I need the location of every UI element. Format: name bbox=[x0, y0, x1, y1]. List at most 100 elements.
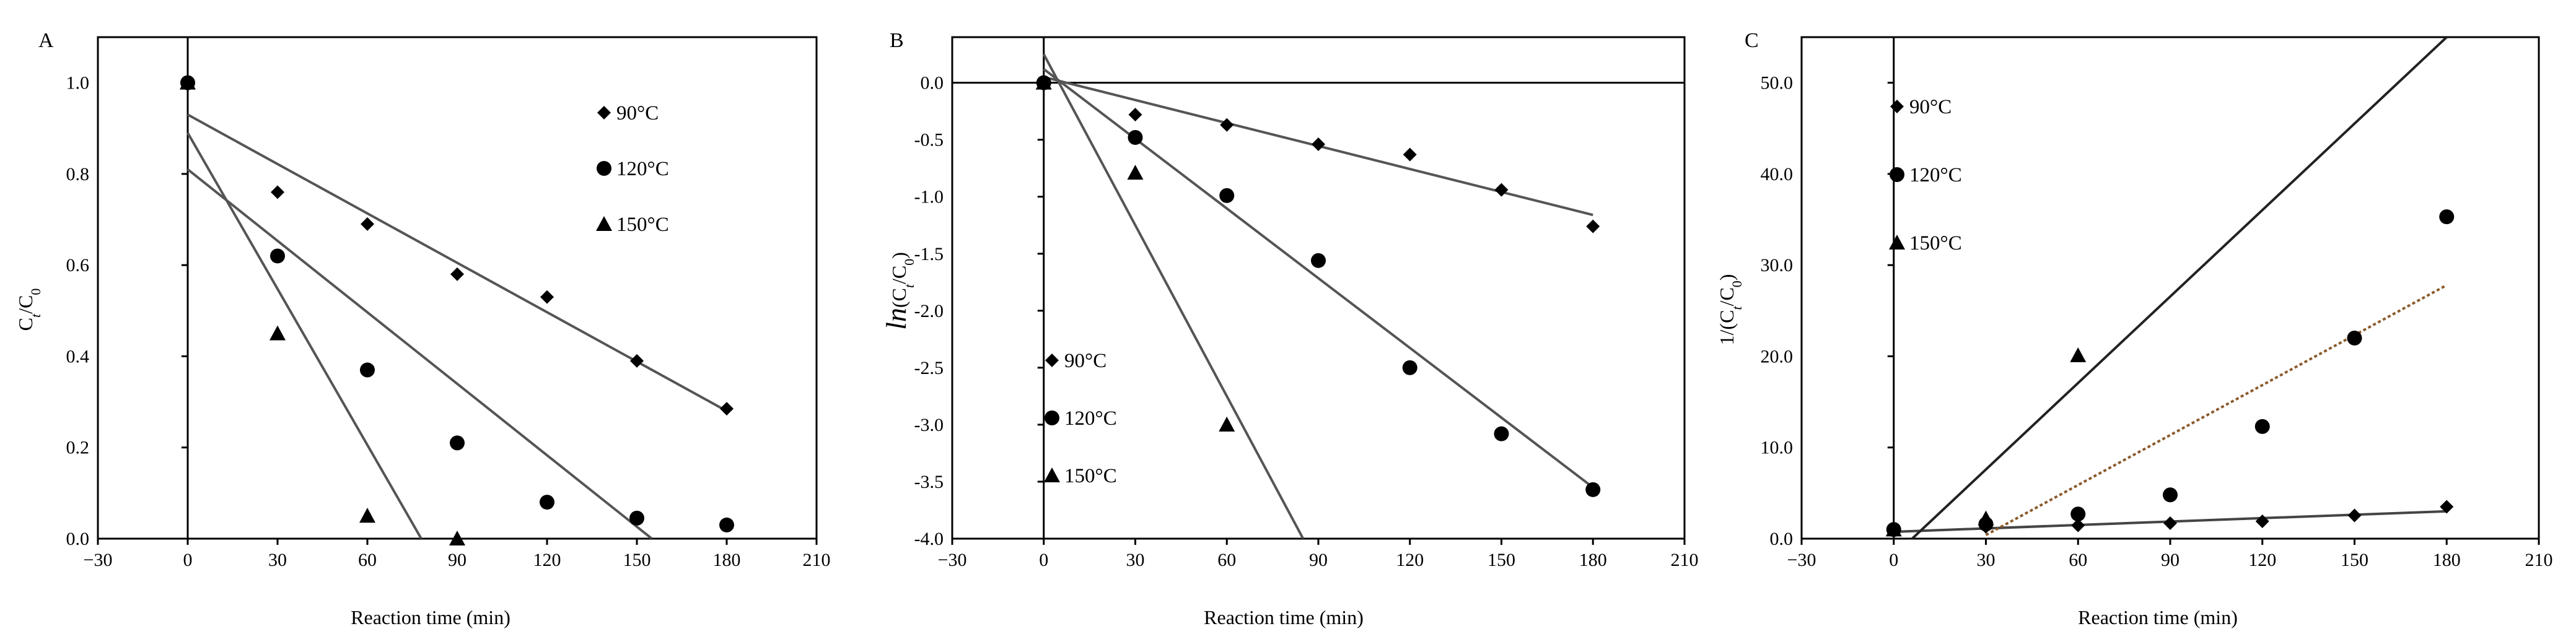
data-point bbox=[2070, 506, 2086, 522]
x-tick-label: 210 bbox=[2525, 550, 2553, 570]
fit-line bbox=[1043, 67, 1594, 489]
plot-frame bbox=[951, 36, 1686, 540]
y-tick-label: 20.0 bbox=[1761, 346, 1794, 367]
y-title-sub2: 0 bbox=[28, 289, 43, 295]
fit-lines bbox=[1893, 37, 2448, 539]
data-point bbox=[629, 510, 644, 526]
y-tick-label: 0.4 bbox=[66, 346, 90, 367]
panel-a: A Ct/C0 Reaction time (min) 90°C 120°C 1… bbox=[14, 29, 831, 628]
data-point bbox=[2163, 516, 2177, 530]
diamond-marker-icon bbox=[597, 106, 611, 119]
x-tick-label: −30 bbox=[84, 550, 113, 570]
data-point bbox=[1885, 521, 1902, 537]
y-tick-label: 0.8 bbox=[66, 164, 90, 185]
y-title-open: (C bbox=[888, 288, 910, 308]
data-point bbox=[1494, 183, 1509, 197]
data-point bbox=[720, 402, 734, 416]
data-point bbox=[1127, 165, 1144, 180]
data-point bbox=[2254, 419, 2270, 434]
y-tick-label: -3.5 bbox=[914, 472, 944, 492]
data-point bbox=[360, 362, 375, 378]
y-tick-label: -2.0 bbox=[914, 301, 944, 321]
circle-marker-icon bbox=[1045, 410, 1059, 425]
series-circle bbox=[180, 75, 734, 532]
x-tick-label: 210 bbox=[1671, 550, 1699, 570]
legend-label: 120°C bbox=[1909, 164, 1962, 186]
diamond-marker-icon bbox=[1890, 100, 1904, 113]
series-circle bbox=[1886, 209, 2455, 537]
data-point bbox=[450, 435, 465, 451]
y-title-sub1: t bbox=[1729, 306, 1745, 310]
fit-lines bbox=[1042, 53, 1594, 539]
data-point bbox=[2070, 347, 2087, 363]
x-tick-label: −30 bbox=[938, 550, 967, 570]
legend-entry: 150°C bbox=[596, 214, 669, 236]
data-point bbox=[2255, 515, 2269, 529]
y-axis-title: Ct/C0 bbox=[14, 289, 43, 331]
data-point bbox=[271, 185, 284, 199]
x-axis-title: Reaction time (min) bbox=[1204, 606, 1364, 628]
data-point bbox=[1586, 219, 1600, 233]
y-title-close: ) bbox=[1715, 274, 1738, 281]
data-point bbox=[1128, 130, 1143, 145]
y-title-main: C bbox=[14, 318, 37, 331]
y-axis-title: ln(Ct/C0) bbox=[880, 252, 917, 330]
x-tick-label: 150 bbox=[1487, 550, 1515, 570]
y-title-sub2: 0 bbox=[901, 259, 917, 266]
triangle-marker-icon bbox=[1044, 467, 1060, 483]
x-axis-title: Reaction time (min) bbox=[2078, 606, 2238, 628]
data-point bbox=[270, 248, 285, 264]
panel-letter: A bbox=[38, 29, 54, 52]
x-tick-label: 210 bbox=[803, 550, 831, 570]
x-axis-title: Reaction time (min) bbox=[351, 606, 510, 628]
data-point bbox=[540, 290, 554, 304]
data-point bbox=[1220, 118, 1234, 132]
data-point bbox=[2071, 518, 2085, 532]
data-point bbox=[1585, 482, 1601, 497]
legend-label: 90°C bbox=[1909, 96, 1952, 118]
legend-entry: 90°C bbox=[1045, 350, 1106, 372]
data-point bbox=[1312, 137, 1325, 152]
legend: 90°C 120°C 150°C bbox=[596, 102, 669, 236]
fit-line bbox=[186, 168, 653, 539]
data-point bbox=[1402, 360, 1417, 375]
triangle-marker-icon bbox=[1889, 235, 1905, 250]
data-point bbox=[630, 354, 644, 368]
legend-label: 120°C bbox=[616, 158, 669, 180]
legend-entry: 150°C bbox=[1044, 465, 1117, 487]
x-tick-label: 150 bbox=[623, 550, 651, 570]
y-tick-label: 0.0 bbox=[921, 73, 944, 93]
triangle-marker-icon bbox=[1889, 235, 1905, 250]
series-triangle bbox=[1885, 347, 2087, 537]
data-point bbox=[180, 74, 196, 90]
triangle-marker-icon bbox=[1044, 467, 1060, 483]
data-point bbox=[1978, 510, 1994, 526]
legend-label: 90°C bbox=[616, 102, 659, 124]
y-tick-label: -1.5 bbox=[914, 244, 944, 264]
x-tick-label: 0 bbox=[183, 550, 193, 570]
y-title-sub1: t bbox=[901, 284, 917, 288]
diamond-marker-icon bbox=[1045, 354, 1059, 367]
y-tick-label: -1.0 bbox=[914, 187, 944, 207]
triangle-marker-icon bbox=[596, 216, 612, 232]
y-tick-label: 50.0 bbox=[1761, 73, 1794, 93]
x-tick-label: 30 bbox=[268, 550, 287, 570]
series-diamond bbox=[1036, 76, 1600, 233]
data-point bbox=[1035, 74, 1052, 90]
x-tick-label: 30 bbox=[1126, 550, 1145, 570]
y-axis-title: 1/(Ct/C0) bbox=[1715, 274, 1745, 345]
fit-line bbox=[186, 132, 423, 539]
fit-line bbox=[1985, 284, 2448, 536]
y-tick-label: 30.0 bbox=[1761, 255, 1794, 276]
y-title-sub2: 0 bbox=[1729, 280, 1745, 287]
x-tick-label: 90 bbox=[1309, 550, 1328, 570]
x-tick-label: 120 bbox=[1396, 550, 1424, 570]
data-point bbox=[450, 267, 464, 281]
circle-marker-icon bbox=[597, 161, 611, 176]
panel-letter: C bbox=[1745, 29, 1759, 52]
data-point bbox=[719, 517, 734, 532]
legend-entry: 150°C bbox=[1889, 232, 1962, 254]
y-title-prefix: 1/(C bbox=[1715, 310, 1738, 345]
x-tick-label: 180 bbox=[1579, 550, 1607, 570]
diamond-marker-icon bbox=[597, 106, 611, 119]
